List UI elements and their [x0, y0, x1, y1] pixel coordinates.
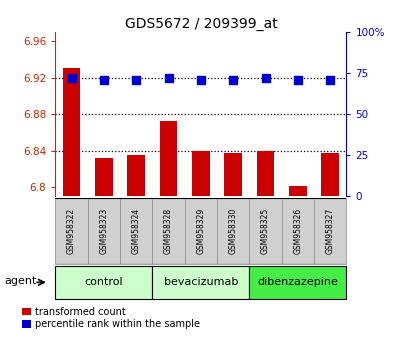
Bar	[88, 198, 120, 264]
Bar	[120, 198, 152, 264]
Text: GSM958329: GSM958329	[196, 208, 205, 254]
Bar	[321, 153, 338, 196]
Point	[68, 75, 74, 81]
Bar	[127, 155, 145, 196]
Bar	[281, 198, 313, 264]
Bar	[288, 187, 306, 196]
Text: GSM958324: GSM958324	[131, 208, 140, 254]
Bar	[152, 266, 249, 299]
Point	[100, 77, 107, 82]
Bar	[55, 266, 152, 299]
Point	[262, 75, 268, 81]
Text: bevacizumab: bevacizumab	[163, 277, 238, 287]
Text: GSM958328: GSM958328	[164, 208, 173, 254]
Text: GSM958325: GSM958325	[261, 208, 270, 254]
Text: dibenzazepine: dibenzazepine	[257, 277, 337, 287]
Text: GSM958323: GSM958323	[99, 208, 108, 254]
Bar	[216, 198, 249, 264]
Bar	[249, 198, 281, 264]
Text: GSM958322: GSM958322	[67, 208, 76, 254]
Point	[165, 75, 171, 81]
Bar	[224, 154, 242, 196]
Legend: transformed count, percentile rank within the sample: transformed count, percentile rank withi…	[21, 306, 200, 330]
Bar	[95, 158, 112, 196]
Bar	[313, 198, 346, 264]
Bar	[191, 151, 209, 196]
Bar	[63, 68, 80, 196]
Bar	[159, 121, 177, 196]
Bar	[256, 151, 274, 196]
Text: GSM958330: GSM958330	[228, 208, 237, 254]
Point	[229, 77, 236, 82]
Text: agent: agent	[4, 276, 37, 286]
Bar	[152, 198, 184, 264]
Point	[294, 77, 301, 82]
Text: GSM958327: GSM958327	[325, 208, 334, 254]
Bar	[184, 198, 216, 264]
Point	[197, 77, 204, 82]
Point	[326, 77, 333, 82]
Bar	[55, 198, 88, 264]
Title: GDS5672 / 209399_at: GDS5672 / 209399_at	[124, 17, 276, 31]
Text: control: control	[84, 277, 123, 287]
Text: GSM958326: GSM958326	[293, 208, 302, 254]
Bar	[249, 266, 346, 299]
Point	[133, 77, 139, 82]
